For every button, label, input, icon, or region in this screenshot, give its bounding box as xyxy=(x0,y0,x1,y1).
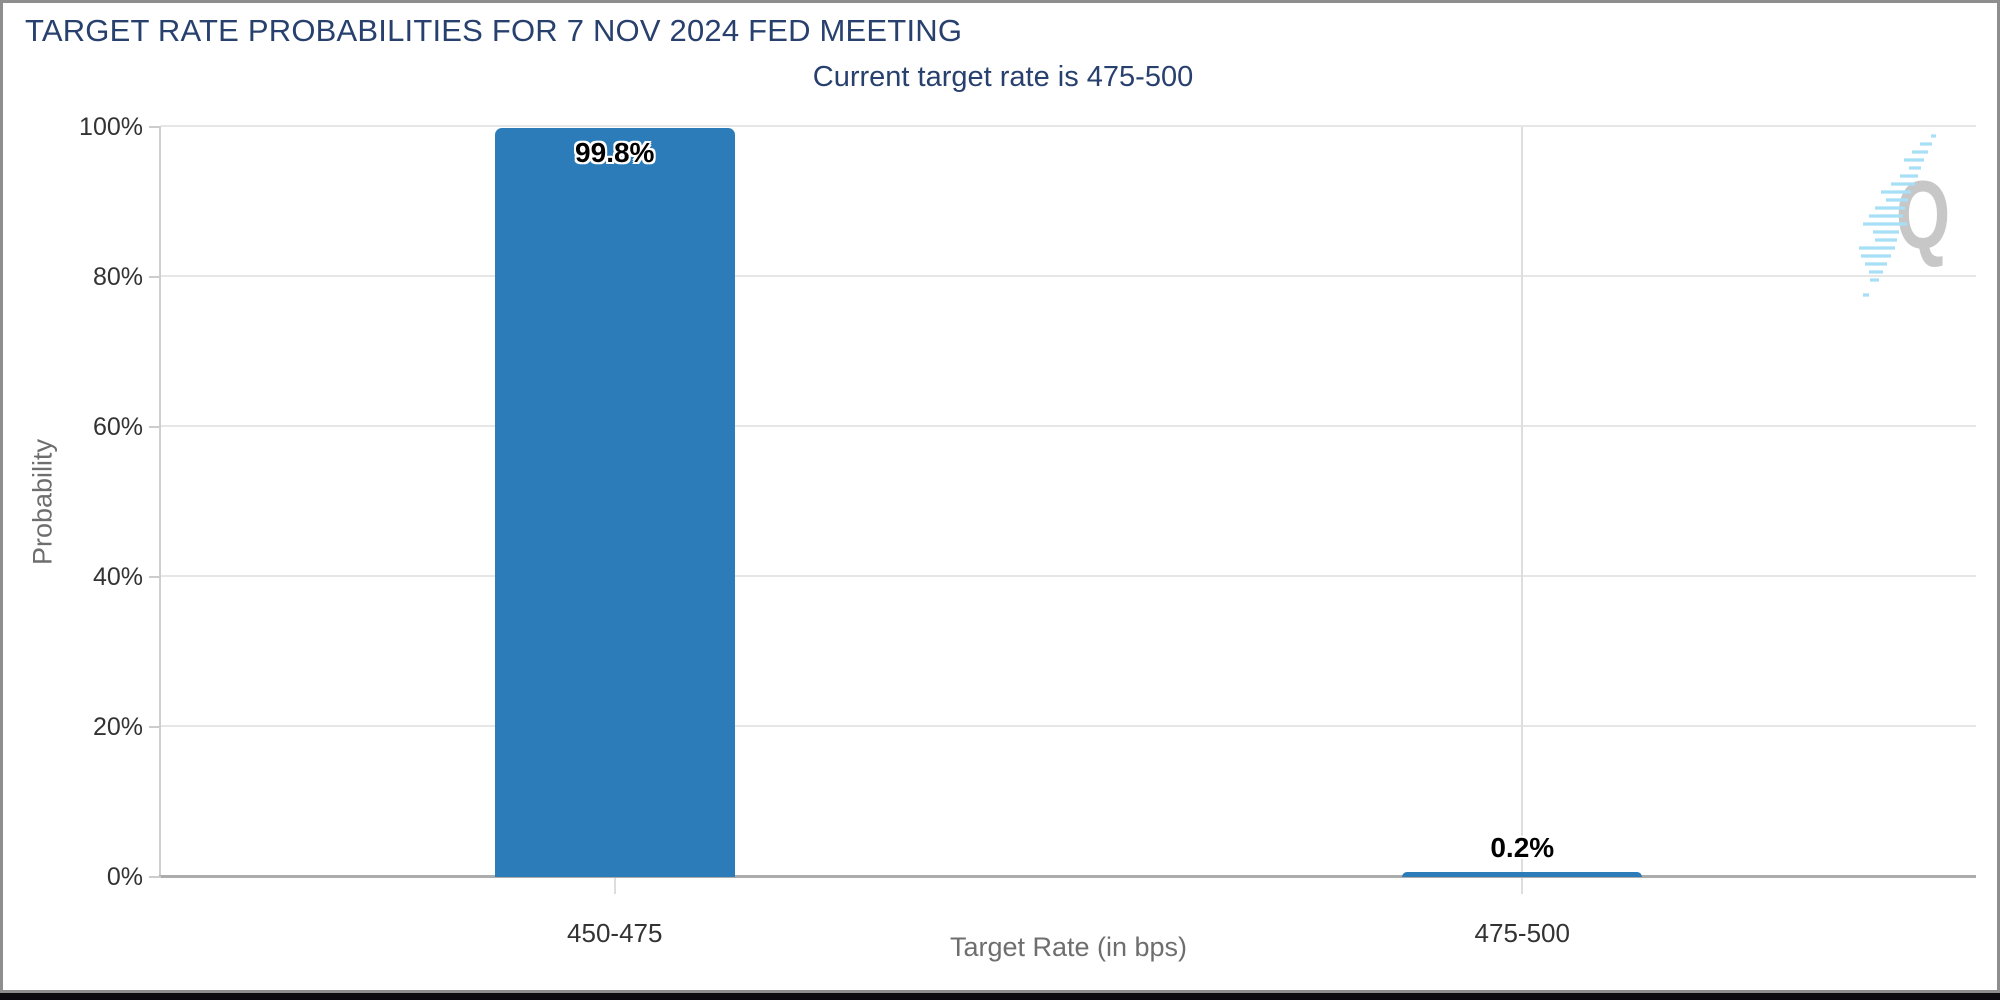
y-tick-0% xyxy=(149,876,161,878)
x-axis-line xyxy=(159,875,1976,878)
chart-subtitle: Current target rate is 475-500 xyxy=(812,61,1194,93)
gridline-80% xyxy=(161,275,1976,277)
y-tick-40% xyxy=(149,576,161,578)
hover-crosshair xyxy=(1521,127,1524,877)
x-tick-475-500 xyxy=(1521,878,1524,894)
x-axis-title: Target Rate (in bps) xyxy=(949,932,1188,962)
gridline-40% xyxy=(161,575,1976,577)
y-tick-20% xyxy=(149,726,161,728)
gridline-60% xyxy=(161,425,1976,427)
plot-area: 0% 20% 40% 60% 80% 100% 99.8% 450-475 0.2% 475-50… xyxy=(79,114,1976,948)
y-tick-60% xyxy=(149,426,161,428)
x-category-label-475-500[interactable]: 475-500 xyxy=(1474,918,1570,948)
page-bottom-strip xyxy=(0,993,2000,1000)
bar-450-475[interactable] xyxy=(494,128,735,877)
y-tick-label-80%: 80% xyxy=(92,263,143,291)
bar-475-500[interactable] xyxy=(1402,872,1643,877)
bar-value-label-475-500: 0.2% xyxy=(1490,832,1555,863)
y-tick-100% xyxy=(149,126,161,128)
y-tick-80% xyxy=(149,276,161,278)
x-category-label-450-475[interactable]: 450-475 xyxy=(567,918,663,948)
gridline-20% xyxy=(161,725,1976,727)
y-axis-line xyxy=(159,127,161,877)
y-tick-label-40%: 40% xyxy=(92,563,143,591)
gridline-100% xyxy=(161,125,1976,127)
y-tick-label-0%: 0% xyxy=(106,863,143,891)
x-tick-450-475 xyxy=(613,878,616,894)
y-tick-label-100%: 100% xyxy=(79,113,143,141)
y-tick-label-60%: 60% xyxy=(92,413,143,441)
chart-title: TARGET RATE PROBABILITIES FOR 7 NOV 2024… xyxy=(25,13,963,48)
y-tick-label-20%: 20% xyxy=(92,713,143,741)
bar-value-label-450-475: 99.8% xyxy=(575,137,655,168)
y-axis-title: Probability xyxy=(27,438,58,566)
